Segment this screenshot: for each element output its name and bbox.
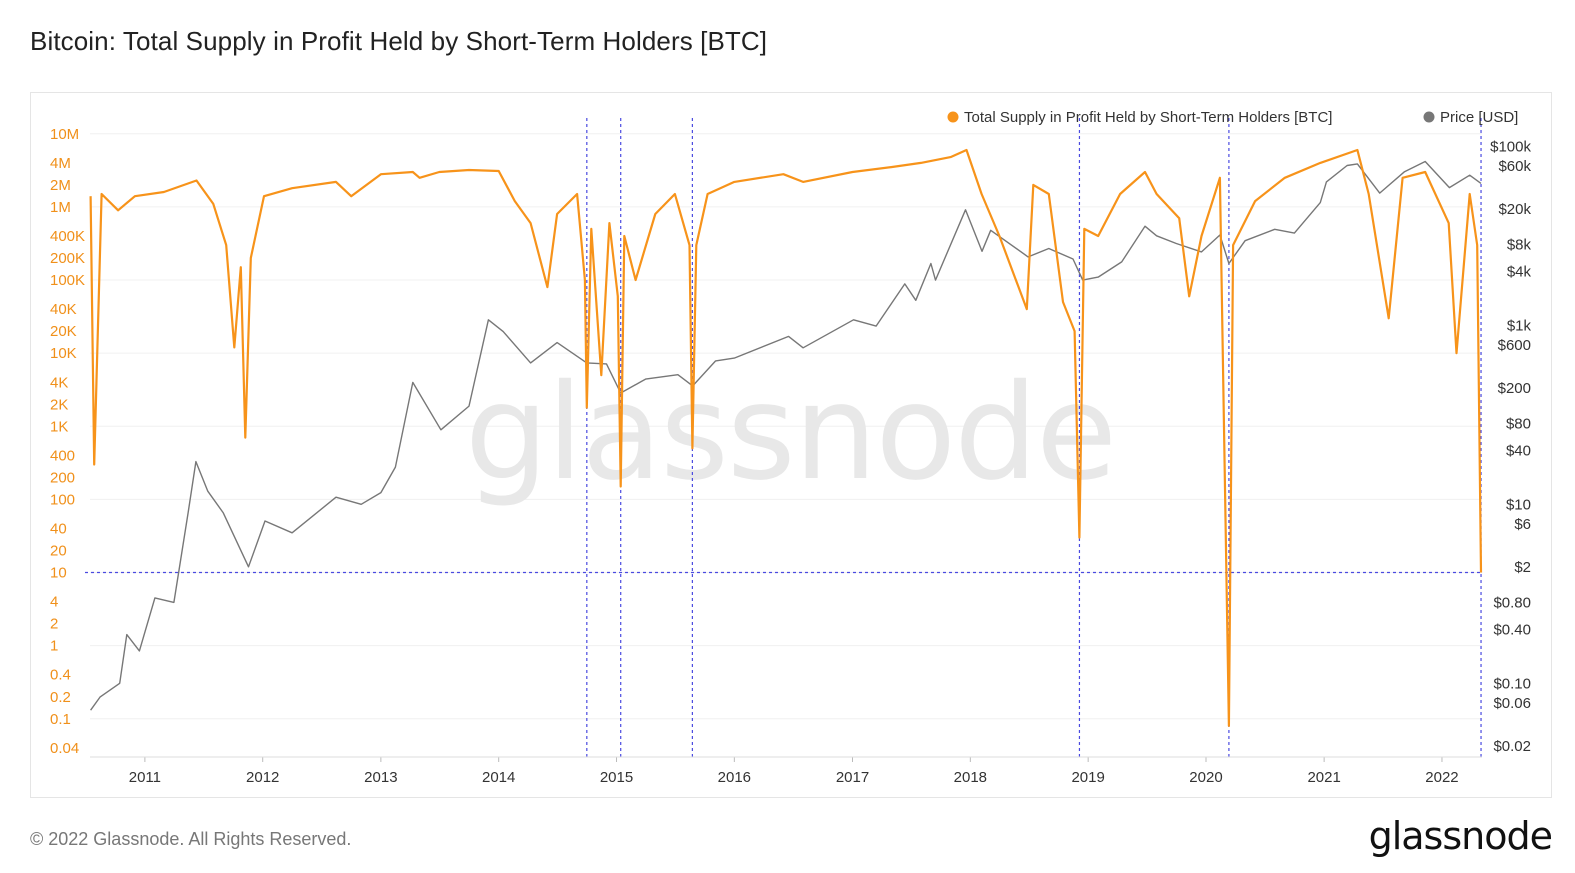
right-axis: $100k $60k $20k $8k $4k $1k $600 $200 $80 $40 $10 $…: [1490, 138, 1531, 755]
left-tick-label: 40K: [50, 301, 77, 318]
left-tick-label: 20: [50, 543, 67, 560]
glassnode-logo: glassnode: [1368, 814, 1553, 858]
legend-label-price[interactable]: Price [USD]: [1440, 109, 1518, 126]
left-tick-label: 4: [50, 594, 58, 611]
legend-swatch-price[interactable]: [1423, 111, 1435, 123]
left-tick-label: 2M: [50, 177, 71, 194]
x-tick-label: 2022: [1425, 769, 1458, 786]
right-tick-label: $2: [1514, 559, 1531, 576]
x-axis: 2011 2012 2013 2014 2015 2016 2017 2018 2019 2020…: [90, 756, 1482, 786]
left-tick-label: 40: [50, 520, 67, 537]
right-tick-label: $0.02: [1493, 738, 1531, 755]
watermark: glassnode: [465, 356, 1115, 510]
left-tick-label: 1M: [50, 199, 71, 216]
x-tick-label: 2021: [1307, 769, 1340, 786]
left-tick-label: 2K: [50, 396, 68, 413]
left-tick-label: 0.1: [50, 711, 71, 728]
left-tick-label: 10M: [50, 126, 79, 143]
right-tick-label: $0.80: [1493, 594, 1531, 611]
x-tick-label: 2015: [600, 769, 633, 786]
right-tick-label: $0.40: [1493, 621, 1531, 638]
x-tick-label: 2020: [1189, 769, 1222, 786]
legend-label-supply[interactable]: Total Supply in Profit Held by Short-Ter…: [964, 109, 1332, 126]
right-tick-label: $4k: [1507, 263, 1532, 280]
x-tick-label: 2013: [364, 769, 397, 786]
left-tick-label: 0.2: [50, 689, 71, 706]
left-tick-label: 4M: [50, 155, 71, 172]
left-tick-label: 0.04: [50, 740, 79, 757]
right-tick-label: $20k: [1498, 201, 1531, 218]
legend-swatch-supply[interactable]: [947, 111, 959, 123]
left-tick-label: 100K: [50, 272, 85, 289]
right-tick-label: $40: [1506, 442, 1531, 459]
right-tick-label: $600: [1498, 337, 1531, 354]
x-tick-label: 2018: [954, 769, 987, 786]
left-tick-label: 20K: [50, 323, 77, 340]
x-tick-label: 2011: [129, 769, 161, 786]
supply-series: [89, 148, 1483, 727]
left-tick-label: 4K: [50, 374, 68, 391]
grid-lines: [90, 133, 1482, 720]
right-tick-label: $100k: [1490, 138, 1531, 155]
left-tick-label: 1K: [50, 418, 68, 435]
x-tick-label: 2012: [246, 769, 279, 786]
left-tick-label: 1: [50, 638, 58, 655]
x-tick-label: 2019: [1071, 769, 1104, 786]
right-tick-label: $80: [1506, 415, 1531, 432]
left-tick-label: 200: [50, 469, 75, 486]
left-tick-label: 200K: [50, 250, 85, 267]
right-tick-label: $200: [1498, 380, 1531, 397]
x-tick-label: 2016: [718, 769, 751, 786]
left-tick-label: 10K: [50, 345, 77, 362]
right-tick-label: $6: [1514, 516, 1531, 533]
left-tick-label: 2: [50, 616, 58, 633]
right-tick-label: $8k: [1507, 236, 1532, 253]
legend: Total Supply in Profit Held by Short-Ter…: [947, 109, 1518, 126]
left-axis: 10M 4M 2M 1M 400K 200K 100K 40K 20K 10K 4K 2K 1K 400 2…: [50, 126, 85, 757]
right-tick-label: $0.10: [1493, 675, 1531, 692]
supply-line: [89, 148, 1483, 727]
right-tick-label: $0.06: [1493, 695, 1531, 712]
chart-title: Bitcoin: Total Supply in Profit Held by …: [30, 26, 768, 56]
right-tick-label: $60k: [1498, 158, 1531, 175]
price-series: [90, 160, 1482, 711]
x-tick-label: 2014: [482, 769, 515, 786]
price-line: [90, 160, 1482, 711]
left-tick-label: 10: [50, 565, 67, 582]
right-tick-label: $1k: [1507, 317, 1532, 334]
chart-frame: [30, 92, 1552, 798]
x-tick-label: 2017: [836, 769, 869, 786]
left-tick-label: 100: [50, 491, 75, 508]
right-tick-label: $10: [1506, 496, 1531, 513]
left-tick-label: 0.4: [50, 667, 71, 684]
copyright-footer: © 2022 Glassnode. All Rights Reserved.: [30, 829, 352, 849]
left-tick-label: 400: [50, 447, 75, 464]
left-tick-label: 400K: [50, 228, 85, 245]
